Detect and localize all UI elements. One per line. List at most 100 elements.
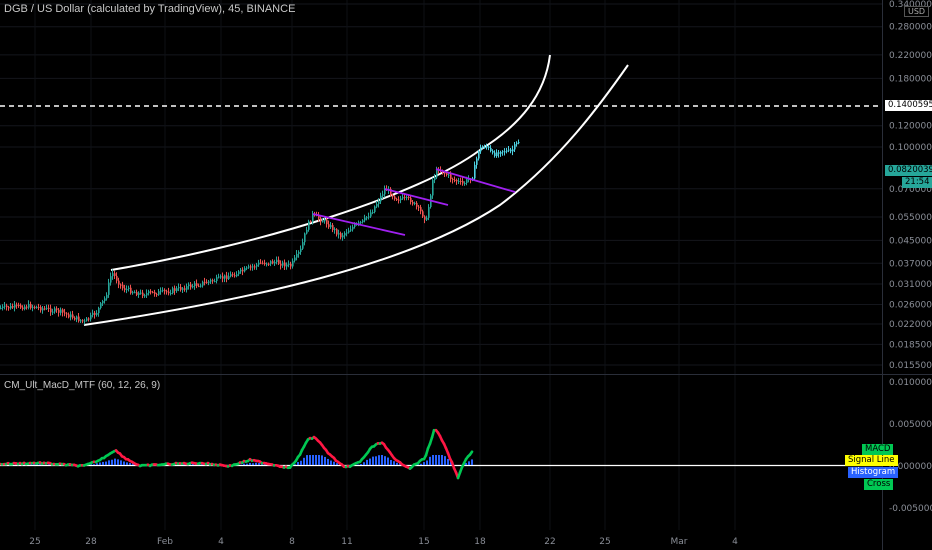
histogram-bar xyxy=(435,455,437,465)
candle-body xyxy=(148,291,150,294)
candle-body xyxy=(504,151,506,153)
histogram-bar xyxy=(108,460,110,465)
date-tick-label: 25 xyxy=(599,537,610,547)
histogram-bar xyxy=(48,464,50,465)
candle-body xyxy=(162,289,164,291)
histogram-bar xyxy=(315,455,317,465)
histogram-bar xyxy=(363,462,365,465)
histogram-bar xyxy=(369,458,371,465)
candle-body xyxy=(8,307,10,309)
candle-body xyxy=(272,261,274,264)
histogram-bar xyxy=(324,456,326,465)
macd-tick-label: 0.01000000 xyxy=(889,378,932,388)
candle-body xyxy=(330,225,332,228)
price-tick-label: 0.03100000 xyxy=(889,280,932,290)
alert-price-tag: 0.14005958 xyxy=(885,100,932,111)
candle-body xyxy=(208,281,210,283)
candle-body xyxy=(144,295,146,297)
grid-lines xyxy=(0,0,882,530)
candle-body xyxy=(168,291,170,294)
candle-body xyxy=(422,211,424,217)
candle-body xyxy=(104,298,106,302)
candle-body xyxy=(24,306,26,309)
indicator-title[interactable]: CM_Ult_MacD_MTF (60, 12, 26, 9) xyxy=(4,380,161,391)
candle-body xyxy=(512,149,514,152)
channel-lower-curve xyxy=(83,64,629,326)
histogram-bar xyxy=(321,455,323,465)
price-channel xyxy=(83,54,629,326)
candle-body xyxy=(498,152,500,154)
candle-body xyxy=(106,294,108,299)
candle-body xyxy=(384,189,386,195)
histogram-bar xyxy=(333,461,335,465)
flag-line xyxy=(435,168,516,193)
candle-body xyxy=(164,289,166,292)
candle-body xyxy=(370,212,372,217)
candle-body xyxy=(466,179,468,184)
histogram-bar xyxy=(303,457,305,465)
price-tick-label: 0.34000000 xyxy=(889,0,932,10)
candle-body xyxy=(226,275,228,279)
candle-body xyxy=(450,174,452,180)
date-tick-label: 15 xyxy=(418,537,429,547)
candle-body xyxy=(436,169,438,178)
symbol-title[interactable]: DGB / US Dollar (calculated by TradingVi… xyxy=(4,3,296,15)
candle-body xyxy=(372,212,374,214)
macd-axis: 0.01000000 0.00500000 0.00000000 -0.0050000… xyxy=(889,378,932,514)
candle-body xyxy=(390,188,392,196)
candle-body xyxy=(192,286,194,288)
candle-body xyxy=(478,151,480,159)
candle-body xyxy=(392,195,394,197)
candle-body xyxy=(402,196,404,199)
candle-body xyxy=(98,307,100,314)
candle-body xyxy=(100,303,102,308)
candle-body xyxy=(190,284,192,288)
price-tick-label: 0.10000000 xyxy=(889,143,932,153)
candle-body xyxy=(262,262,264,264)
legend-histogram: Histogram xyxy=(848,467,899,478)
candle-body xyxy=(118,280,120,285)
candle-body xyxy=(416,202,418,207)
histogram-bar xyxy=(30,464,32,465)
candle-body xyxy=(428,207,430,218)
candle-body xyxy=(518,142,520,144)
histogram-bar xyxy=(33,463,35,465)
candle-body xyxy=(266,263,268,265)
candle-body xyxy=(492,150,494,153)
candle-body xyxy=(312,213,314,222)
candle-body xyxy=(200,285,202,287)
candle-body xyxy=(4,305,6,307)
candle-body xyxy=(268,263,270,265)
histogram-bar xyxy=(423,462,425,465)
histogram-bar xyxy=(300,460,302,465)
candle-body xyxy=(230,274,232,277)
candle-body xyxy=(18,305,20,307)
candle-body xyxy=(396,199,398,201)
macd-plot xyxy=(0,428,474,480)
date-axis: 25 28 Feb 4 8 11 15 18 22 25 Mar 4 xyxy=(29,537,738,547)
candle-body xyxy=(274,262,276,264)
candle-body xyxy=(220,276,222,278)
price-candles xyxy=(0,139,520,325)
candle-body xyxy=(448,174,450,176)
candle-body xyxy=(454,179,456,181)
candle-body xyxy=(496,152,498,157)
histogram-bar xyxy=(114,458,116,465)
candle-body xyxy=(126,289,128,291)
candle-body xyxy=(0,307,2,309)
candle-body xyxy=(178,287,180,289)
histogram-bar xyxy=(420,463,422,465)
currency-badge[interactable]: USD xyxy=(904,6,930,17)
candle-body xyxy=(252,266,254,268)
histogram-bar xyxy=(330,460,332,465)
candle-body xyxy=(310,221,312,223)
candle-body xyxy=(114,273,116,276)
candle-body xyxy=(322,221,324,223)
candle-body xyxy=(282,262,284,266)
histogram-bar xyxy=(360,464,362,465)
candle-body xyxy=(204,281,206,283)
candle-body xyxy=(146,293,148,296)
candle-body xyxy=(338,233,340,235)
histogram-bar xyxy=(444,456,446,465)
histogram-bar xyxy=(393,461,395,465)
